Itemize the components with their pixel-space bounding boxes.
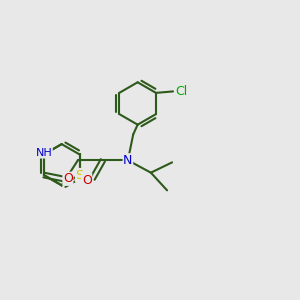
Text: O: O xyxy=(63,172,73,185)
Text: Cl: Cl xyxy=(175,85,188,98)
Text: O: O xyxy=(82,173,92,187)
Text: N: N xyxy=(123,154,133,167)
Text: S: S xyxy=(76,169,83,182)
Text: NH: NH xyxy=(35,148,52,158)
